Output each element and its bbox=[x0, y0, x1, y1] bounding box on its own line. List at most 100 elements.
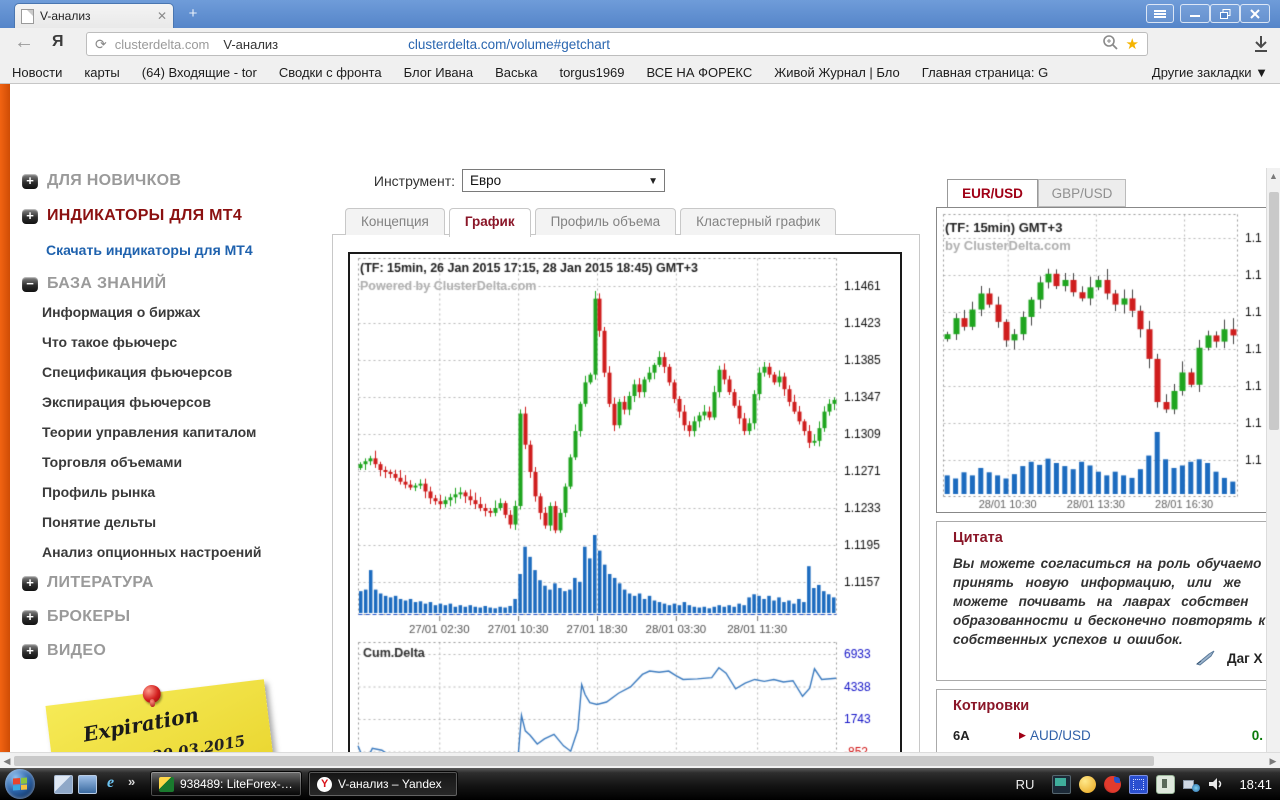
bookmark-item[interactable]: Живой Журнал | Бло bbox=[774, 65, 900, 80]
tray-app-icon[interactable] bbox=[1129, 774, 1149, 794]
sidebar-item[interactable]: Торговля объемами bbox=[22, 454, 182, 470]
pair-link[interactable]: GBP/USD bbox=[1030, 750, 1091, 752]
bookmark-item[interactable]: torgus1969 bbox=[559, 65, 625, 80]
bookmark-item[interactable]: Сводки с фронта bbox=[278, 65, 382, 80]
instrument-select[interactable]: Евро ▼ bbox=[462, 169, 665, 192]
sidebar-section-2[interactable]: + ИНДИКАТОРЫ ДЛЯ МТ4 bbox=[22, 207, 242, 225]
browser-tab[interactable]: V-анализ ✕ bbox=[14, 3, 174, 28]
other-bookmarks-button[interactable]: Другие закладки ▼ bbox=[1151, 65, 1268, 80]
yandex-logo-button[interactable]: Я bbox=[52, 33, 64, 50]
instrument-value: Евро bbox=[470, 173, 502, 188]
sidebar-section-14[interactable]: + ЛИТЕРАТУРА bbox=[22, 574, 154, 592]
quick-launch-overflow-icon[interactable]: » bbox=[128, 774, 136, 789]
sidebar-section-4[interactable]: − БАЗА ЗНАНИЙ bbox=[22, 275, 166, 293]
sidebar-section-16[interactable]: + ВИДЕО bbox=[22, 642, 106, 660]
zoom-search-icon[interactable] bbox=[1102, 34, 1118, 55]
bookmark-item[interactable]: Васька bbox=[495, 65, 538, 80]
bookmark-item[interactable]: Блог Ивана bbox=[403, 65, 474, 80]
sidebar-item[interactable]: Что такое фьючерс bbox=[22, 334, 177, 350]
pair-tab-eurusd[interactable]: EUR/USD bbox=[947, 179, 1038, 207]
quote-line: принять новую информацию, или же bbox=[953, 575, 1241, 590]
taskbar-button-liteforex[interactable]: 938489: LiteForex-Lit... bbox=[150, 771, 302, 797]
expand-icon[interactable]: + bbox=[22, 643, 38, 659]
reload-icon[interactable]: ⟳ bbox=[95, 35, 107, 52]
back-button[interactable]: ← bbox=[14, 31, 34, 53]
tray-smiley-icon[interactable] bbox=[1079, 775, 1097, 793]
show-desktop-icon[interactable] bbox=[54, 775, 73, 794]
bookmark-star-icon[interactable]: ★ bbox=[1125, 36, 1139, 53]
expand-icon[interactable]: + bbox=[22, 609, 38, 625]
sidebar-item[interactable]: Спецификация фьючерсов bbox=[22, 364, 232, 380]
tab-график[interactable]: График bbox=[448, 208, 531, 237]
tray-power-icon[interactable] bbox=[1156, 774, 1176, 794]
minimize-button[interactable] bbox=[1180, 4, 1210, 23]
expand-icon[interactable]: + bbox=[22, 575, 38, 591]
language-indicator[interactable]: RU bbox=[1015, 776, 1035, 792]
quote-row-audusd: 6A ▶ AUD/USD 0. bbox=[937, 728, 1280, 751]
quote-line: Вы можете согласиться на роль обучаемо bbox=[953, 556, 1262, 571]
yandex-browser-icon: Y bbox=[317, 776, 332, 792]
scroll-up-icon[interactable]: ▲ bbox=[1269, 171, 1278, 181]
tab-title: V-анализ bbox=[40, 9, 91, 23]
tray-cleaner-icon[interactable] bbox=[1104, 775, 1122, 793]
scroll-right-icon[interactable]: ▶ bbox=[1269, 756, 1277, 766]
scroll-left-icon[interactable]: ◀ bbox=[3, 756, 11, 766]
pair-link[interactable]: AUD/USD bbox=[1030, 728, 1091, 743]
collapse-icon[interactable]: − bbox=[22, 276, 38, 292]
expand-icon[interactable]: + bbox=[22, 173, 38, 189]
quotes-widget: Котировки 6A▶AUD/USD0.6B▶GBP/USD1.6C▶CAD… bbox=[936, 689, 1280, 752]
sidebar-item-label: Профиль рынка bbox=[42, 484, 156, 500]
expiration-sticky-note: Expiration ES 03-1520.03.2015NQ 03-1520.… bbox=[45, 679, 285, 752]
taskbar-button-yandex[interactable]: Y V-анализ – Yandex bbox=[308, 771, 458, 797]
start-button[interactable] bbox=[5, 769, 35, 799]
browser-menu-icon[interactable] bbox=[1146, 4, 1174, 23]
windows-logo-icon bbox=[13, 777, 27, 791]
sidebar-item[interactable]: Профиль рынка bbox=[22, 484, 155, 500]
restore-button[interactable] bbox=[1210, 4, 1240, 23]
mini-eurusd-chart[interactable] bbox=[937, 208, 1279, 512]
tab-концепция[interactable]: Концепция bbox=[345, 208, 445, 235]
sidebar-section-15[interactable]: + БРОКЕРЫ bbox=[22, 608, 130, 626]
sidebar-item-label: Понятие дельты bbox=[42, 514, 157, 530]
bookmark-item[interactable]: ВСЕ НА ФОРЕКС bbox=[646, 65, 753, 80]
vertical-scroll-thumb[interactable] bbox=[1269, 192, 1279, 430]
internet-explorer-icon[interactable]: e bbox=[106, 774, 115, 791]
sidebar-section-1[interactable]: + ДЛЯ НОВИЧКОВ bbox=[22, 172, 181, 190]
sidebar-item[interactable]: Скачать индикаторы для МТ4 bbox=[22, 242, 253, 258]
bookmark-item[interactable]: карты bbox=[84, 65, 120, 80]
new-tab-button[interactable]: + bbox=[188, 5, 198, 22]
close-button[interactable] bbox=[1240, 4, 1270, 23]
bookmark-item[interactable]: Главная страница: G bbox=[921, 65, 1049, 80]
sidebar-item[interactable]: Анализ опционных настроений bbox=[22, 544, 261, 560]
address-bar[interactable]: ⟳ clusterdelta.com V-анализ clusterdelta… bbox=[86, 32, 1148, 56]
tray-network-icon[interactable] bbox=[1183, 776, 1201, 793]
tray-volume-icon[interactable] bbox=[1208, 776, 1225, 793]
tab-close-icon[interactable]: ✕ bbox=[156, 9, 167, 23]
tab-кластерный-график[interactable]: Кластерный график bbox=[680, 208, 837, 235]
taskbar-clock[interactable]: 18:41 bbox=[1239, 776, 1272, 792]
download-icon[interactable] bbox=[1252, 34, 1270, 59]
web-page: + ДЛЯ НОВИЧКОВ + ИНДИКАТОРЫ ДЛЯ МТ4 Скачать … bbox=[0, 84, 1280, 752]
expand-icon[interactable]: + bbox=[22, 208, 38, 224]
sidebar-item[interactable]: Теории управления капиталом bbox=[22, 424, 256, 440]
sidebar-item[interactable]: Информация о биржах bbox=[22, 304, 200, 320]
bookmark-item[interactable]: (64) Входящие - tor bbox=[141, 65, 257, 80]
main-price-chart[interactable] bbox=[350, 254, 900, 752]
pair-value: 1. bbox=[1207, 750, 1263, 752]
instrument-label: Инструмент: bbox=[373, 173, 455, 189]
tray-monitor-icon[interactable] bbox=[1052, 774, 1072, 794]
tab-профиль-объема[interactable]: Профиль объема bbox=[534, 208, 677, 235]
horizontal-scrollbar[interactable]: ◀ ▶ bbox=[0, 752, 1280, 768]
url-link[interactable]: clusterdelta.com/volume#getchart bbox=[408, 36, 610, 52]
main-chart-frame bbox=[348, 252, 902, 752]
bookmark-item[interactable]: Новости bbox=[12, 65, 63, 80]
window-switcher-icon[interactable] bbox=[78, 775, 97, 794]
content-tabs: Концепция График Профиль объема Кластерный … bbox=[345, 208, 837, 237]
sidebar-item[interactable]: Экспирация фьючерсов bbox=[22, 394, 211, 410]
vertical-scrollbar[interactable]: ▲ ▼ bbox=[1266, 168, 1280, 752]
quote-line: собственных успехов и ошибок. bbox=[953, 632, 1183, 647]
pair-tab-gbpusd[interactable]: GBP/USD bbox=[1038, 179, 1126, 207]
horizontal-scroll-thumb[interactable] bbox=[14, 756, 1154, 766]
sidebar-section-label: ИНДИКАТОРЫ ДЛЯ МТ4 bbox=[47, 207, 243, 224]
sidebar-item[interactable]: Понятие дельты bbox=[22, 514, 156, 530]
